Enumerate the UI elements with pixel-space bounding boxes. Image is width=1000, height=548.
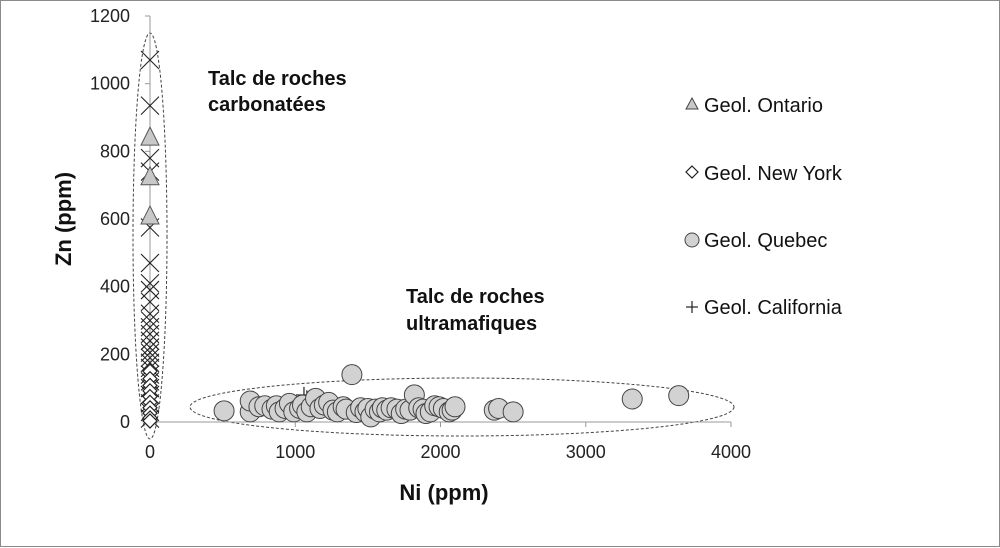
data-points xyxy=(140,50,690,429)
data-point-x-marker xyxy=(140,317,160,337)
annotation-carbonate-line2: carbonatées xyxy=(208,94,326,116)
data-point-x-marker xyxy=(140,50,160,70)
legend: Geol. Ontario Geol. New York Geol. Quebe… xyxy=(684,95,843,319)
data-point-quebec xyxy=(341,364,363,386)
y-tick-label: 1000 xyxy=(90,74,130,94)
ultramafic-group-ellipse xyxy=(189,377,735,437)
data-point-x-marker xyxy=(140,348,160,368)
data-point-x-marker xyxy=(140,304,160,324)
data-point-x-marker xyxy=(140,273,160,293)
legend-item-new-york: Geol. New York xyxy=(685,163,843,185)
annotation-ultramafic-line1: Talc de roches xyxy=(406,286,545,308)
legend-triangle-marker xyxy=(685,96,699,110)
legend-label-quebec: Geol. Quebec xyxy=(704,230,827,252)
data-point-new-york xyxy=(142,413,158,429)
x-tick-group: 0 1000 2000 3000 4000 xyxy=(145,422,751,462)
data-point-x-marker xyxy=(140,311,160,330)
data-point-quebec xyxy=(502,401,524,423)
y-tick-group: 0 200 400 600 800 1000 1200 xyxy=(90,6,150,432)
data-point-x-marker xyxy=(140,253,160,273)
data-point-x-marker xyxy=(140,96,160,116)
data-point-ontario xyxy=(140,125,160,146)
x-tick-label: 2000 xyxy=(420,442,460,462)
legend-item-california: Geol. California xyxy=(686,297,843,319)
x-tick-label: 0 xyxy=(145,442,155,462)
data-point-ontario xyxy=(140,165,160,186)
y-tick-label: 600 xyxy=(100,209,130,229)
data-point-ontario xyxy=(140,204,160,225)
data-point-x-marker xyxy=(140,148,160,168)
y-tick-label: 0 xyxy=(120,412,130,432)
legend-item-quebec: Geol. Quebec xyxy=(684,230,827,252)
legend-label-ontario: Geol. Ontario xyxy=(704,95,823,117)
data-point-x-marker xyxy=(140,324,160,344)
data-point-quebec xyxy=(213,400,235,422)
y-tick-label: 400 xyxy=(100,277,130,297)
legend-circle-marker xyxy=(684,232,700,248)
y-axis-title: Zn (ppm) xyxy=(51,172,76,266)
data-point-x-marker xyxy=(140,338,160,357)
legend-label-california: Geol. California xyxy=(704,297,843,319)
y-tick-label: 200 xyxy=(100,344,130,364)
x-tick-label: 4000 xyxy=(711,442,751,462)
y-tick-label: 800 xyxy=(100,141,130,161)
data-point-quebec xyxy=(621,388,643,410)
y-tick-label: 1200 xyxy=(90,6,130,26)
data-point-x-marker xyxy=(140,343,160,363)
legend-item-ontario: Geol. Ontario xyxy=(685,95,823,117)
x-axis-title: Ni (ppm) xyxy=(399,480,488,505)
annotation-carbonate-line1: Talc de roches xyxy=(208,68,347,90)
data-point-quebec xyxy=(444,396,466,418)
legend-label-new-york: Geol. New York xyxy=(704,163,843,185)
legend-diamond-marker xyxy=(685,165,699,179)
x-tick-label: 1000 xyxy=(275,442,315,462)
data-point-quebec xyxy=(668,385,690,407)
annotation-ultramafic-line2: ultramafiques xyxy=(406,313,537,335)
x-tick-label: 3000 xyxy=(566,442,606,462)
